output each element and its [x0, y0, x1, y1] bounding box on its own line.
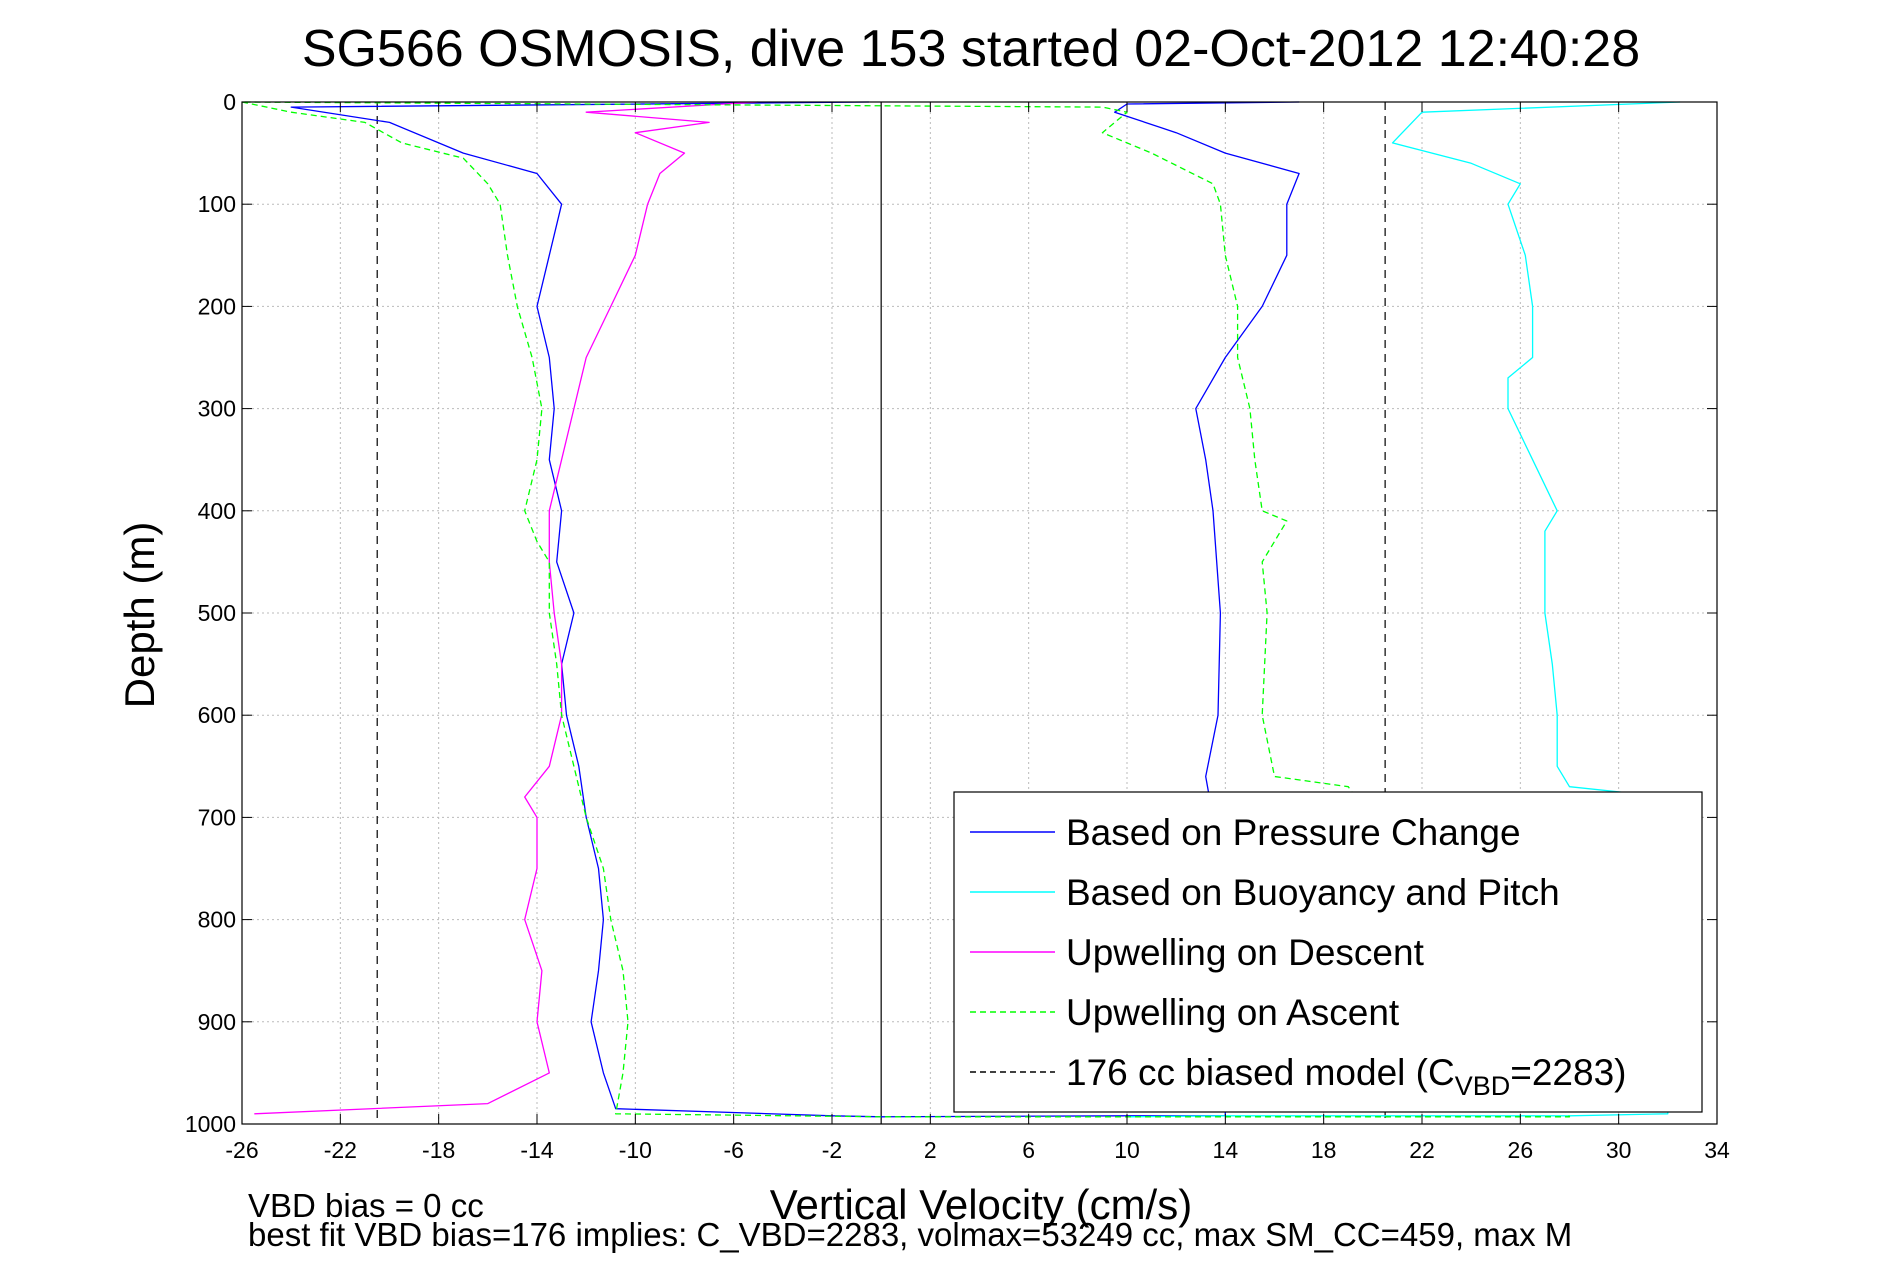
x-tick-label: -26 [225, 1137, 258, 1163]
x-tick-label: -14 [520, 1137, 553, 1163]
x-tick-label: -6 [723, 1137, 743, 1163]
x-tick-label: 10 [1114, 1137, 1140, 1163]
y-tick-label: 800 [198, 907, 236, 933]
best-fit-note: best fit VBD bias=176 implies: C_VBD=228… [248, 1216, 1573, 1253]
legend-box [953, 791, 1703, 1113]
x-axis-label: Vertical Velocity (cm/s) [770, 1181, 1192, 1228]
chart-title: SG566 OSMOSIS, dive 153 started 02-Oct-2… [302, 20, 1640, 78]
x-tick-label: -18 [422, 1137, 455, 1163]
legend-label: Based on Buoyancy and Pitch [1066, 872, 1560, 913]
series-line [241, 101, 1571, 1118]
legend-label: Based on Pressure Change [1066, 812, 1521, 853]
x-tick-label: 34 [1704, 1137, 1730, 1163]
series-line [254, 101, 759, 1115]
x-tick-label: -10 [619, 1137, 652, 1163]
x-tick-label: 2 [924, 1137, 937, 1163]
y-tick-label: 100 [198, 191, 236, 217]
x-tick-label: 6 [1022, 1137, 1035, 1163]
y-tick-label: 300 [198, 396, 236, 422]
y-axis-label: Depth (m) [116, 522, 163, 709]
x-tick-label: 14 [1213, 1137, 1239, 1163]
legend-label: Upwelling on Descent [1066, 932, 1425, 973]
y-tick-label: 700 [198, 804, 236, 830]
x-tick-label: 18 [1311, 1137, 1337, 1163]
x-tick-label: -2 [822, 1137, 842, 1163]
y-tick-label: 600 [198, 702, 236, 728]
x-tick-label: 30 [1606, 1137, 1632, 1163]
y-tick-label: 900 [198, 1009, 236, 1035]
y-tick-label: 1000 [185, 1111, 236, 1137]
x-tick-label: 26 [1508, 1137, 1534, 1163]
x-tick-label: -22 [324, 1137, 357, 1163]
y-tick-label: 0 [223, 89, 236, 115]
plot-area: -26 -22 -18 -14 -10 -6 -2 2 6 10 14 18 22 26 30 3401002… [185, 89, 1730, 1163]
y-tick-label: 500 [198, 600, 236, 626]
legend-label: 176 cc biased model (CVBD=2283) [1066, 1052, 1626, 1101]
legend-label: Upwelling on Ascent [1066, 992, 1400, 1033]
legend: Based on Pressure Change Based on Buoyanc… [953, 791, 1703, 1113]
y-tick-label: 200 [198, 293, 236, 319]
x-tick-label: 22 [1409, 1137, 1435, 1163]
vbd-bias-note: VBD bias = 0 cc [248, 1187, 484, 1224]
y-tick-label: 400 [198, 498, 236, 524]
